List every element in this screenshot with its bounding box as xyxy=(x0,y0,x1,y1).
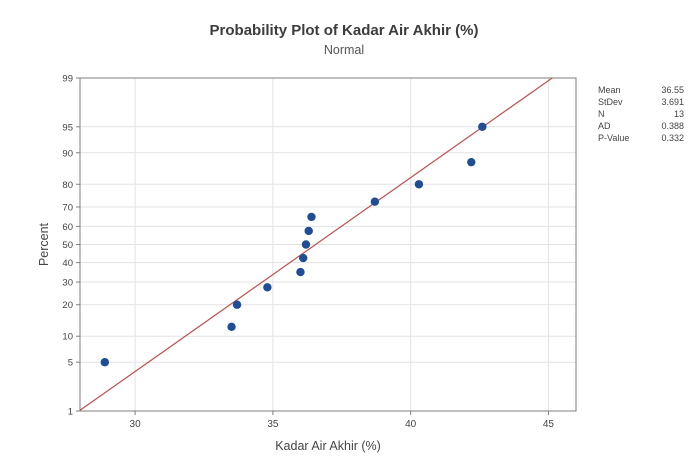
stat-value: 3.691 xyxy=(661,97,684,107)
y-tick-label: 10 xyxy=(62,332,73,343)
data-point xyxy=(307,212,316,222)
y-tick-label: 90 xyxy=(62,148,73,159)
stat-label: N xyxy=(598,109,605,119)
y-tick-label: 30 xyxy=(62,278,73,289)
y-tick-label: 40 xyxy=(62,258,73,269)
data-point xyxy=(301,240,311,249)
y-tick-label: 60 xyxy=(62,222,73,233)
stat-value: 13 xyxy=(673,109,684,119)
stat-row-pvalue: P-Value 0.332 xyxy=(598,132,684,144)
stat-row-n: N 13 xyxy=(598,108,684,120)
stat-label: Mean xyxy=(598,85,621,95)
y-tick-label: 80 xyxy=(62,180,73,191)
y-tick-label: 70 xyxy=(62,202,73,213)
stat-label: P-Value xyxy=(598,133,630,143)
data-point xyxy=(100,358,110,367)
y-tick-label: 20 xyxy=(62,300,73,311)
stat-value: 0.332 xyxy=(661,133,684,143)
x-axis-label: Kadar Air Akhir (%) xyxy=(275,439,381,453)
stat-value: 0.388 xyxy=(661,121,684,131)
data-point xyxy=(414,180,424,189)
data-point xyxy=(263,283,272,292)
y-tick-label: 95 xyxy=(62,122,73,133)
stats-table: Mean 36.55 StDev 3.691 N 13 AD 0.388 P-V… xyxy=(598,84,684,144)
stat-row-ad: AD 0.388 xyxy=(598,120,684,132)
data-point xyxy=(370,197,380,206)
x-tick-label: 30 xyxy=(130,419,142,430)
data-point xyxy=(232,300,242,309)
chart-title: Probability Plot of Kadar Air Akhir (%) xyxy=(209,22,479,39)
y-tick-label: 1 xyxy=(68,407,73,418)
chart-subtitle: Normal xyxy=(323,43,365,57)
y-tick-label: 5 xyxy=(68,358,73,369)
x-tick-label: 40 xyxy=(405,419,417,430)
y-tick-label: 50 xyxy=(62,240,73,251)
x-tick-label: 45 xyxy=(543,419,555,430)
data-point xyxy=(299,253,308,263)
stat-row-mean: Mean 36.55 xyxy=(598,84,684,96)
stat-label: StDev xyxy=(598,97,623,107)
data-point xyxy=(296,267,305,277)
y-axis-label: Percent xyxy=(37,222,51,266)
x-tick-label: 35 xyxy=(267,419,279,430)
fit-line xyxy=(80,78,554,411)
stat-row-stdev: StDev 3.691 xyxy=(598,96,684,108)
data-point xyxy=(227,322,236,332)
stat-value: 36.55 xyxy=(661,85,684,95)
y-tick-label: 99 xyxy=(62,74,73,85)
stat-label: AD xyxy=(598,121,611,131)
data-point xyxy=(478,122,487,131)
data-point xyxy=(467,157,476,167)
data-point xyxy=(304,226,313,236)
